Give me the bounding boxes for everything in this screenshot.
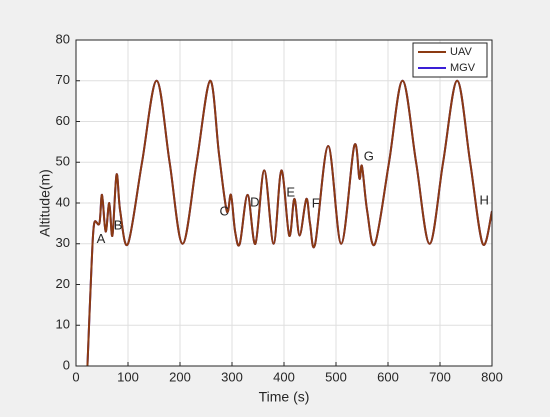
annotation: B: [114, 218, 123, 233]
x-tick-label: 0: [72, 369, 79, 384]
y-tick-label: 60: [56, 113, 70, 128]
x-tick-label: 600: [377, 369, 399, 384]
y-tick-label: 0: [63, 357, 70, 372]
annotation: C: [220, 203, 229, 218]
x-tick-label: 100: [117, 369, 139, 384]
axes-box: [75, 39, 493, 367]
y-axis-label: Altitude(m): [37, 169, 53, 237]
series-line: [86, 79, 492, 366]
x-tick-label: 700: [429, 369, 451, 384]
x-tick-label: 300: [221, 369, 243, 384]
y-tick-label: 70: [56, 72, 70, 87]
legend-label: MGV: [450, 62, 476, 74]
x-tick-label: 200: [169, 369, 191, 384]
x-tick-label: 500: [325, 369, 347, 384]
y-tick-label: 30: [56, 235, 70, 250]
annotation: A: [97, 231, 106, 246]
annotation: D: [250, 194, 259, 209]
legend-box: [412, 42, 488, 78]
y-tick-label: 20: [56, 276, 70, 291]
series-group: [86, 79, 492, 366]
annotation: E: [286, 184, 295, 199]
y-tick-label: 80: [56, 31, 70, 46]
x-tick-label: 400: [273, 369, 295, 384]
annotation: H: [480, 192, 489, 207]
y-tick-label: 10: [56, 317, 70, 332]
legend-label: UAV: [450, 46, 472, 58]
annotation: F: [312, 195, 320, 210]
x-tick-label: 800: [481, 369, 503, 384]
y-tick-label: 40: [56, 194, 70, 209]
y-tick-label: 50: [56, 154, 70, 169]
x-axis-label: Time (s): [259, 389, 310, 405]
annotation: G: [364, 148, 374, 163]
